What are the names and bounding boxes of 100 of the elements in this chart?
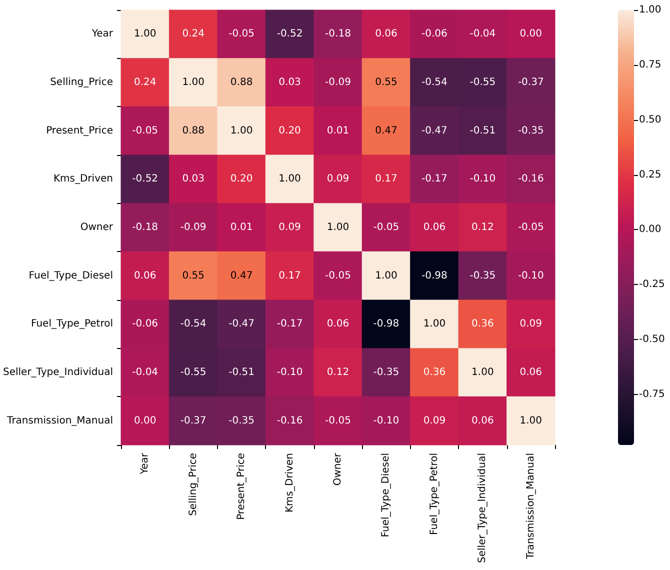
data-label: 0.09 xyxy=(278,222,301,233)
y-tick-label: Year xyxy=(90,28,114,40)
color-bar-label: -0.25 xyxy=(639,279,665,290)
data-label: -0.18 xyxy=(132,222,158,233)
data-label: -0.47 xyxy=(422,125,448,136)
x-tick-label: Present_Price xyxy=(236,453,248,520)
color-bar-label: 0.75 xyxy=(639,59,662,70)
x-tick-label: Kms_Driven xyxy=(284,453,296,513)
data-label: 0.09 xyxy=(423,415,446,426)
data-label: -0.16 xyxy=(276,415,303,426)
data-label: 0.12 xyxy=(472,222,494,233)
data-label: -0.05 xyxy=(325,270,351,282)
data-label: 1.00 xyxy=(472,367,494,378)
data-label: -0.52 xyxy=(132,174,158,185)
data-label: 0.09 xyxy=(520,318,542,330)
data-label: 1.00 xyxy=(134,28,156,40)
data-label: -0.37 xyxy=(180,415,206,426)
data-label: -0.98 xyxy=(422,270,448,282)
data-label: -0.35 xyxy=(518,125,544,136)
data-label: 0.01 xyxy=(326,125,350,136)
data-label: 0.17 xyxy=(375,174,398,185)
data-label: 0.88 xyxy=(182,125,204,136)
data-label: -0.35 xyxy=(470,270,496,282)
data-label: -0.05 xyxy=(518,222,544,233)
color-bar-label: -0.50 xyxy=(639,334,665,346)
x-tick-label: Fuel_Type_Petrol xyxy=(428,453,440,535)
data-label: 0.20 xyxy=(230,174,253,185)
x-tick-label: Selling_Price xyxy=(188,453,199,516)
color-bar-label: 0.00 xyxy=(639,224,662,236)
y-tick-label: Kms_Driven xyxy=(53,174,113,185)
y-tick-label: Seller_Type_Individual xyxy=(2,367,113,378)
data-label: 0.06 xyxy=(375,28,398,40)
data-label: 0.06 xyxy=(134,270,156,282)
data-label: 0.03 xyxy=(278,77,301,88)
y-tick-label: Present_Price xyxy=(46,125,113,136)
x-tick-label: Year xyxy=(140,452,151,476)
data-label: 0.55 xyxy=(375,77,398,88)
data-label: -0.09 xyxy=(180,222,206,233)
data-label: -0.06 xyxy=(422,28,448,40)
data-label: 0.00 xyxy=(134,415,156,426)
data-label: -0.54 xyxy=(422,77,448,88)
data-label: -0.98 xyxy=(373,318,400,330)
data-label: 0.47 xyxy=(230,270,253,282)
data-label: -0.06 xyxy=(132,318,158,330)
data-label: 0.36 xyxy=(423,367,446,378)
data-label: 0.06 xyxy=(326,318,350,330)
data-label: -0.10 xyxy=(518,270,544,282)
data-label: 1.00 xyxy=(230,125,253,136)
color-bar-label: 0.50 xyxy=(639,114,662,126)
y-tick-label: Selling_Price xyxy=(50,77,113,88)
color-bar-label: -0.75 xyxy=(639,388,665,400)
data-label: 1.00 xyxy=(423,318,446,330)
data-label: 0.36 xyxy=(472,318,494,330)
data-label: -0.04 xyxy=(470,28,496,40)
data-label: 0.06 xyxy=(472,415,494,426)
y-tick-label: Fuel_Type_Diesel xyxy=(28,270,113,282)
data-label: -0.16 xyxy=(518,174,544,185)
data-label: -0.17 xyxy=(276,318,303,330)
data-label: -0.37 xyxy=(518,77,544,88)
data-label: -0.52 xyxy=(276,28,303,40)
data-label: 0.88 xyxy=(230,77,253,88)
data-label: -0.10 xyxy=(470,174,496,185)
y-tick-label: Transmission_Manual xyxy=(6,415,113,426)
data-label: 0.12 xyxy=(326,367,350,378)
data-label: -0.09 xyxy=(325,77,351,88)
y-tick-label: Fuel_Type_Petrol xyxy=(31,318,113,330)
data-label: 0.00 xyxy=(520,28,542,40)
data-label: 0.24 xyxy=(182,28,204,40)
data-label: 0.06 xyxy=(520,367,542,378)
data-label: 0.09 xyxy=(326,174,350,185)
data-label: -0.55 xyxy=(470,77,496,88)
data-label: -0.54 xyxy=(180,318,206,330)
data-label: -0.10 xyxy=(276,367,303,378)
data-label: 1.00 xyxy=(278,174,301,185)
data-label: 0.17 xyxy=(278,270,301,282)
data-label: -0.04 xyxy=(132,367,158,378)
data-label: -0.18 xyxy=(325,28,351,40)
data-label: -0.51 xyxy=(470,125,496,136)
data-label: 0.20 xyxy=(278,125,301,136)
x-tick-label: Transmission_Manual xyxy=(525,453,536,560)
data-label: -0.05 xyxy=(373,222,400,233)
data-label: -0.35 xyxy=(373,367,400,378)
data-label: -0.05 xyxy=(325,415,351,426)
data-label: -0.05 xyxy=(132,125,158,136)
x-tick-label: Fuel_Type_Diesel xyxy=(380,453,392,538)
x-tick-label: Seller_Type_Individual xyxy=(477,453,488,563)
data-label: 1.00 xyxy=(520,415,542,426)
data-label: -0.47 xyxy=(228,318,254,330)
data-label: -0.10 xyxy=(373,415,400,426)
data-label: -0.51 xyxy=(228,367,254,378)
data-label: 0.06 xyxy=(423,222,446,233)
x-tick-label: Owner xyxy=(332,452,344,486)
data-label: 1.00 xyxy=(326,222,350,233)
data-label: -0.17 xyxy=(422,174,448,185)
color-bar-label: 1.00 xyxy=(639,4,662,16)
data-label: 0.24 xyxy=(134,77,156,88)
data-label: -0.35 xyxy=(228,415,254,426)
data-label: 0.55 xyxy=(182,270,204,282)
data-label: 1.00 xyxy=(182,77,204,88)
data-label: 0.01 xyxy=(230,222,253,233)
